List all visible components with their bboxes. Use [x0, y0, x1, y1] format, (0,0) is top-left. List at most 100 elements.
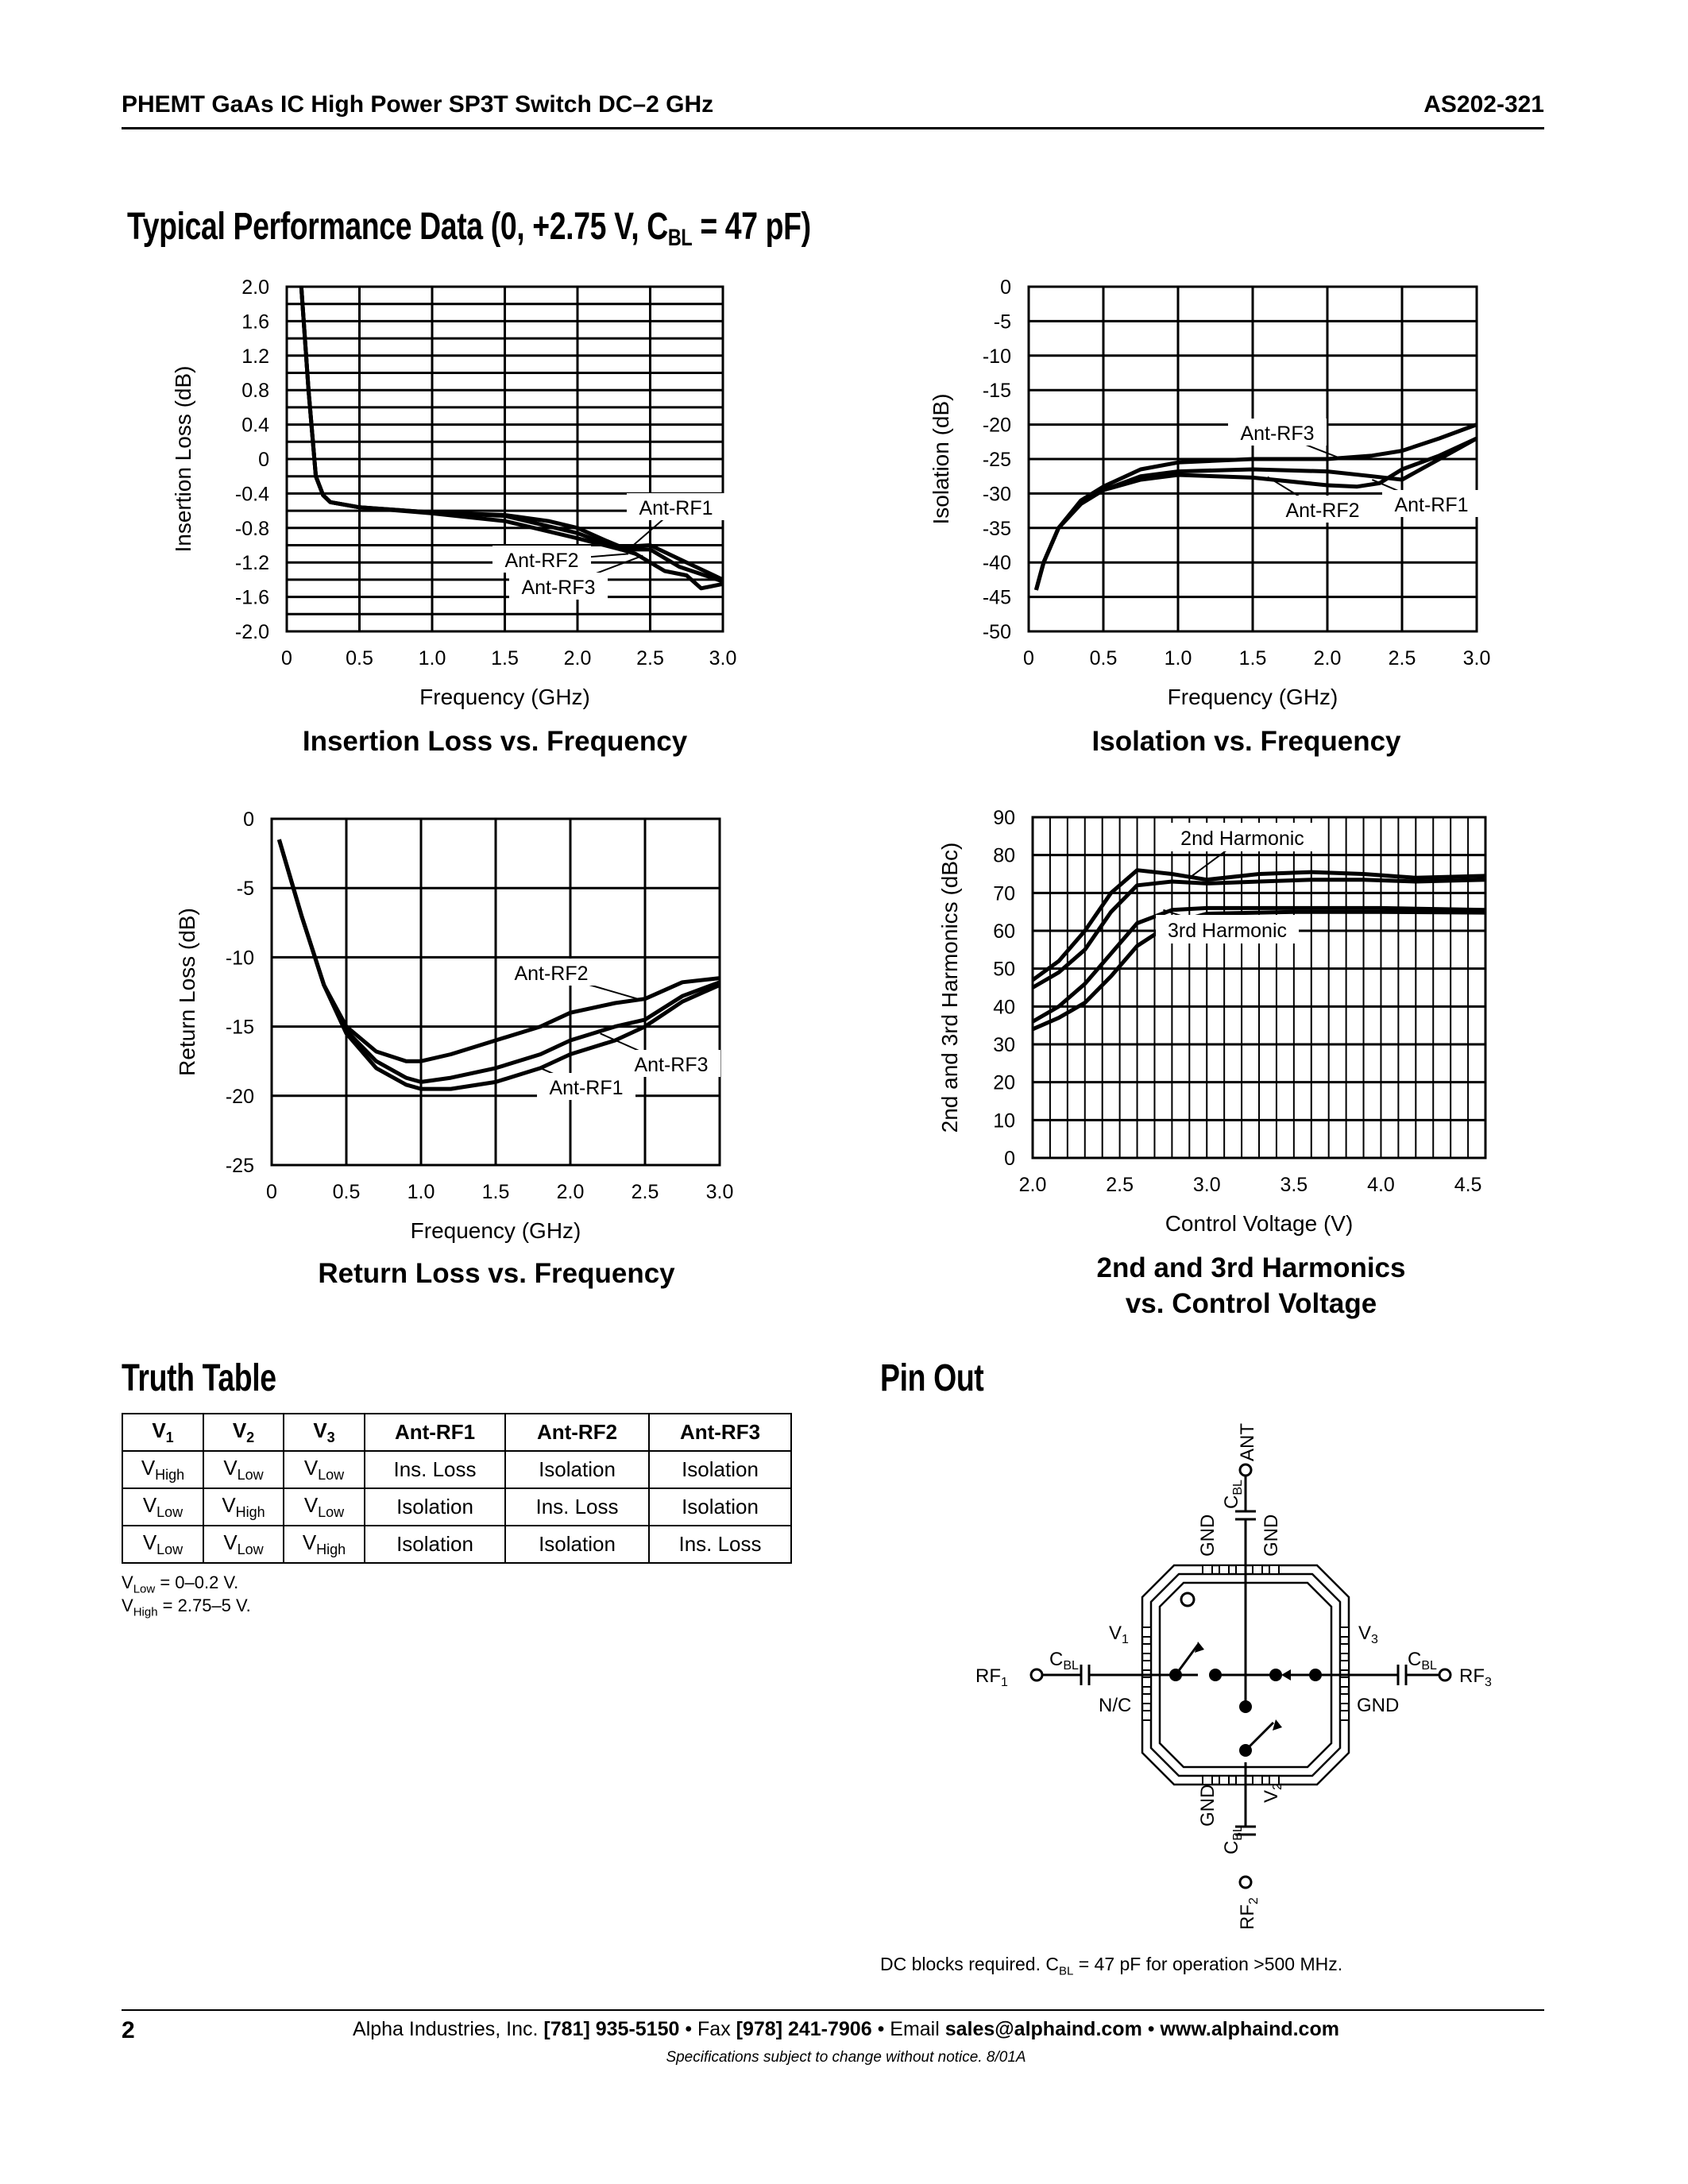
- chart-4: 90 80 70 60 50 40 30 20 10 02.0 2.5 3.0 3.5 4.0 4.5 Con…: [937, 807, 1487, 1319]
- x-tick-label: 4.0: [1367, 1174, 1395, 1196]
- table-cell: Ant-RF2: [504, 1413, 650, 1452]
- capacitor-gap: [1234, 1511, 1257, 1520]
- note-v: V: [122, 1572, 133, 1592]
- y-tick-label: -35: [983, 518, 1011, 540]
- pin-label-part: GND: [1357, 1695, 1399, 1716]
- pin-pad: [1141, 1710, 1152, 1721]
- y-tick-label: 0: [1004, 1148, 1015, 1170]
- table-cell: Isolation: [648, 1450, 792, 1489]
- document-title: PHEMT GaAs IC High Power SP3T Switch DC–…: [122, 91, 714, 118]
- annotation-background: [1228, 419, 1327, 446]
- pin-label: GND: [1261, 1515, 1282, 1557]
- footer-contact: Alpha Industries, Inc. [781] 935-5150 • …: [286, 2018, 1406, 2041]
- terminal-circle: [1238, 1875, 1253, 1889]
- cell-text: Isolation: [682, 1495, 759, 1518]
- cell-text: V: [303, 1492, 319, 1517]
- pin-label-part: GND: [1197, 1515, 1219, 1557]
- series-line-ant-rf3: [1033, 423, 1477, 591]
- cell-text: V: [232, 1418, 247, 1442]
- pin-pad: [1269, 1775, 1280, 1785]
- cell-subscript: Low: [237, 1467, 264, 1484]
- pin-pad: [1235, 1565, 1246, 1575]
- annotation-background: [627, 493, 725, 520]
- table-cell: Isolation: [648, 1488, 792, 1526]
- cell-text: V: [152, 1418, 166, 1442]
- y-tick-label: -5: [994, 311, 1011, 333]
- phone: [781] 935-5150: [543, 2018, 680, 2040]
- note-line: VLow = 0–0.2 V.: [122, 1572, 251, 1596]
- x-tick-label: 0.5: [333, 1181, 361, 1203]
- pin-pad: [1219, 1565, 1230, 1575]
- terminal-circle: [1238, 1463, 1253, 1477]
- annotation-background: [537, 1073, 635, 1100]
- plot-frame: [285, 285, 724, 633]
- x-tick-label: 2.5: [636, 647, 664, 669]
- chart-title: 2nd and 3rd Harmonics: [1097, 1252, 1406, 1283]
- table-cell: Isolation: [504, 1525, 650, 1564]
- fax-label: • Fax: [679, 2018, 736, 2040]
- series-line-ant-rf2: [299, 286, 724, 591]
- pin-label-part: ANT: [1237, 1423, 1258, 1461]
- x-tick-label: 2.5: [632, 1181, 659, 1203]
- series-line-ant-rf3: [277, 839, 720, 1084]
- table-cell: Isolation: [364, 1525, 506, 1564]
- y-tick-label: 30: [993, 1034, 1015, 1056]
- cell-text: V: [223, 1455, 238, 1480]
- separator: •: [1141, 2018, 1161, 2040]
- pin-label-part: V: [1109, 1623, 1122, 1644]
- note-text: = 0–0.2 V.: [155, 1572, 239, 1592]
- pin-pad: [1141, 1693, 1152, 1704]
- y-tick-label: 0.8: [241, 380, 269, 402]
- annotation-background: [1273, 496, 1372, 523]
- pin-pad: [1235, 1775, 1246, 1785]
- x-tick-label: 3.5: [1280, 1174, 1308, 1196]
- x-tick-label: 3.0: [709, 647, 737, 669]
- chart-title-line2: vs. Control Voltage: [1126, 1288, 1377, 1319]
- pin-pad: [1339, 1710, 1350, 1721]
- series-annotation: Ant-RF3: [1240, 423, 1314, 445]
- y-tick-label: -10: [226, 947, 254, 969]
- switch-arm: [1174, 1644, 1199, 1676]
- series-annotation: Ant-RF2: [504, 550, 578, 572]
- table-cell: Isolation: [504, 1450, 650, 1489]
- y-tick-label: -15: [983, 380, 1011, 402]
- y-tick-label: -40: [983, 552, 1011, 574]
- switch-arrow-icon: [1195, 1642, 1291, 1731]
- cell-subscript: 2: [246, 1430, 255, 1446]
- pin-pad: [1252, 1565, 1263, 1575]
- y-tick-label: 80: [993, 845, 1015, 867]
- x-axis-label: Frequency (GHz): [411, 1218, 581, 1243]
- pin-label: GND: [1197, 1515, 1219, 1557]
- fax: [978] 241-7906: [736, 2018, 872, 2040]
- cell-subscript: Low: [237, 1542, 264, 1558]
- table-cell: Ins. Loss: [364, 1450, 506, 1489]
- table-cell: VHigh: [203, 1488, 284, 1526]
- email-link[interactable]: sales@alphaind.com: [944, 2018, 1142, 2040]
- table-cell: Ins. Loss: [504, 1488, 650, 1526]
- switch-contact: [1269, 1669, 1282, 1681]
- table-cell: Isolation: [364, 1488, 506, 1526]
- cell-text: Ins. Loss: [678, 1532, 762, 1556]
- website-link[interactable]: www.alphaind.com: [1160, 2018, 1339, 2040]
- table-cell: VLow: [203, 1450, 284, 1489]
- x-tick-label: 0.5: [1090, 647, 1118, 669]
- x-tick-label: 3.0: [1463, 647, 1491, 669]
- cell-text: Ant-RF3: [679, 1420, 761, 1444]
- x-tick-label: 2.5: [1106, 1174, 1134, 1196]
- y-tick-label: -0.8: [235, 518, 269, 540]
- x-tick-label: 2.5: [1389, 647, 1416, 669]
- table-cell: VLow: [122, 1525, 204, 1564]
- pin-pad: [1219, 1775, 1230, 1785]
- x-tick-label: 0: [266, 1181, 277, 1203]
- annotation-background: [1382, 490, 1481, 517]
- x-tick-label: 0.5: [346, 647, 373, 669]
- cell-text: V: [142, 1530, 157, 1554]
- table-row: VHigh VLow VLow Ins. Loss Isolation Isolation: [122, 1450, 792, 1489]
- cell-subscript: Low: [318, 1467, 345, 1484]
- series-line-ant-rf3: [299, 286, 724, 584]
- series-line-2nd-harmonic: [1031, 878, 1486, 990]
- y-axis-label: Isolation (dB): [929, 394, 953, 525]
- x-tick-label: 2.0: [557, 1181, 585, 1203]
- chart-title: Isolation vs. Frequency: [1092, 726, 1402, 757]
- pin-label: RF1: [975, 1665, 1008, 1689]
